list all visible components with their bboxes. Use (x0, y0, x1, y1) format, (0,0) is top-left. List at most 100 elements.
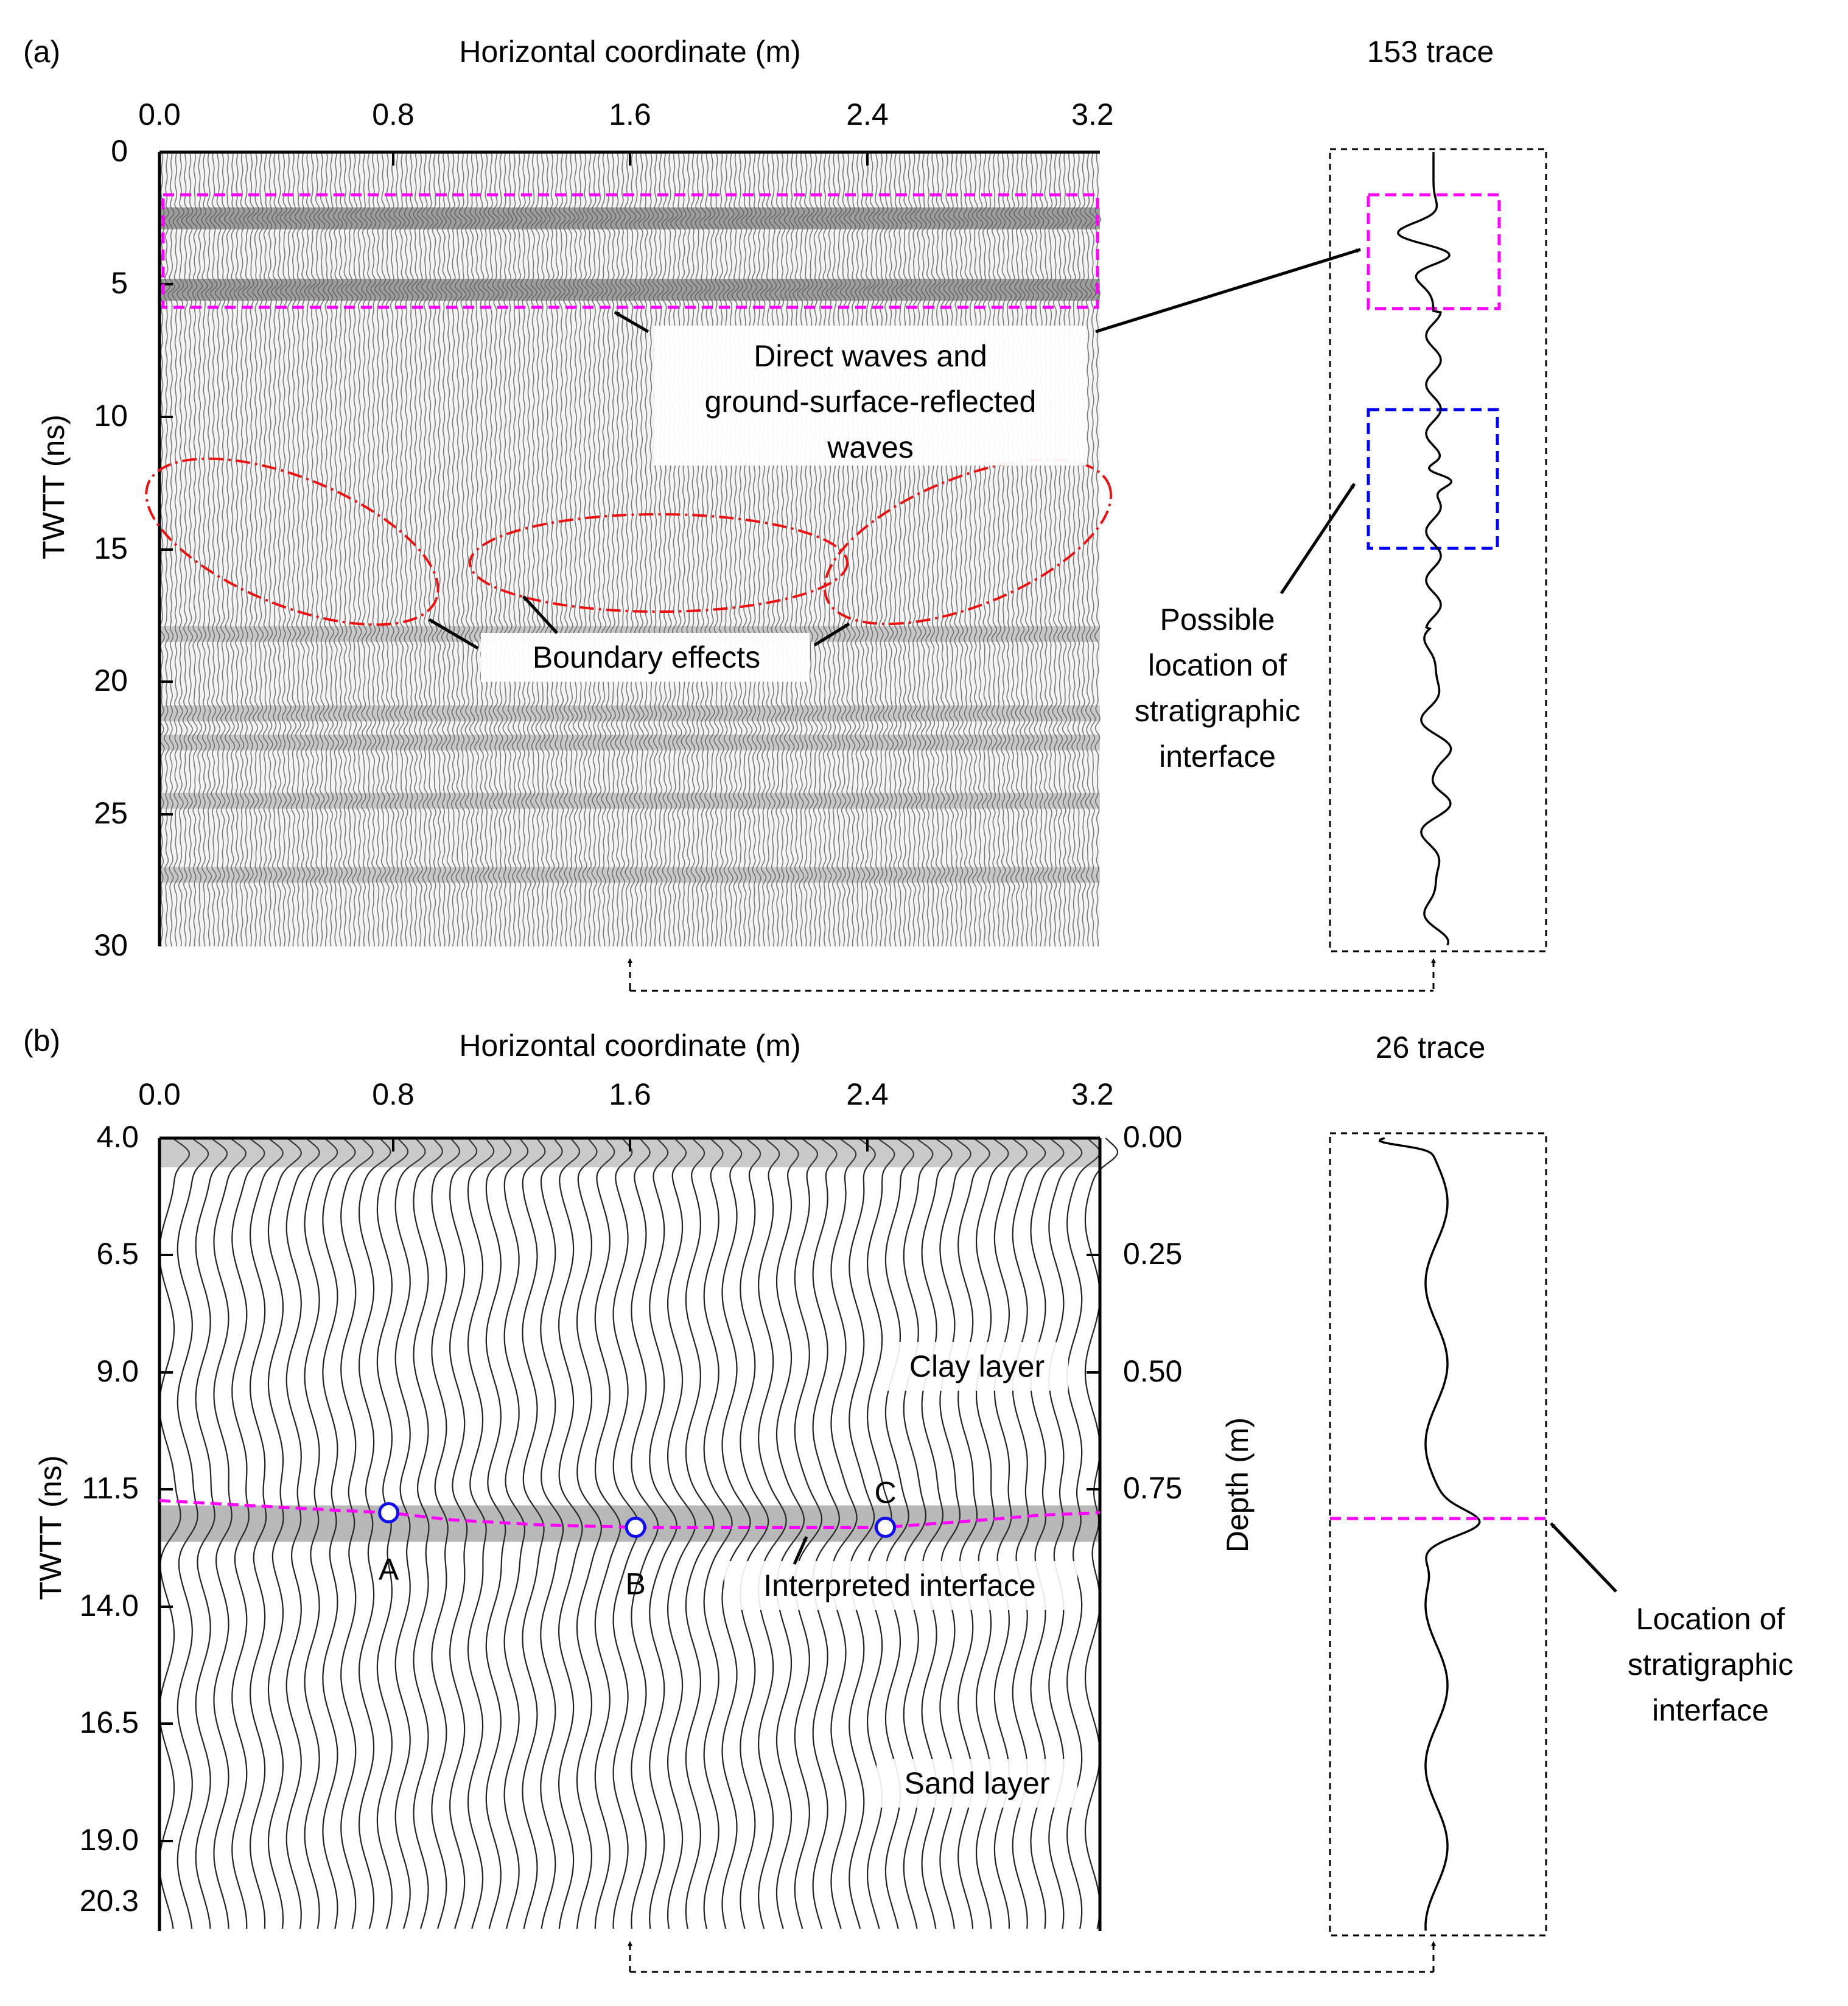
trace-b-wiggle (540, 1138, 564, 1929)
panel-b-y-tick: 20.3 (80, 1884, 139, 1918)
trace-b-wiggle (667, 1138, 696, 1929)
direct-waves-label-line2: ground-surface-reflected (705, 385, 1037, 419)
sand-layer-label: Sand layer (904, 1766, 1049, 1800)
clay-label-bg (886, 1342, 1068, 1391)
trace-b-wiggle (359, 1138, 391, 1929)
panel-a-plot-area (158, 152, 1102, 947)
panel-b-x-tick: 0.8 (372, 1077, 415, 1111)
possible-label-line2: location of (1148, 648, 1287, 682)
panel-a-y-axis-title: TWTT (ns) (37, 414, 71, 559)
trace-26-waveform (1378, 1137, 1481, 1931)
boundary-ellipse-left (145, 457, 439, 626)
possible-label-line3: stratigraphic (1135, 694, 1300, 728)
boundary-effects-label: Boundary effects (533, 640, 760, 674)
arrow-boundary-right (813, 622, 850, 647)
panel-a-x-tick: 0.8 (372, 97, 415, 131)
panel-b-depth-tick: 0.25 (1123, 1237, 1182, 1271)
panel-b: (b) Horizontal coordinate (m) 26 trace 0… (23, 1024, 1793, 1973)
panel-a-x-axis-title: Horizontal coordinate (m) (459, 35, 800, 69)
interface-point-A (378, 1502, 400, 1524)
panel-a-y-tick: 10 (94, 399, 128, 433)
panel-a-direct-wave-box (161, 193, 1099, 309)
panel-a-arrows (428, 248, 1361, 650)
arrow-direct-waves (614, 310, 649, 334)
panel-b-depth-tick: 0.50 (1123, 1354, 1182, 1388)
reflector-band (159, 705, 1100, 722)
reflector-band (159, 792, 1100, 809)
panel-b-label: (b) (23, 1024, 60, 1058)
panel-a-x-tick: 2.4 (846, 97, 889, 131)
panel-b-y-tick: 9.0 (96, 1354, 139, 1388)
panel-b-x-tick: 0.0 (138, 1077, 181, 1111)
trace-b-wiggle (522, 1138, 546, 1929)
panel-a-connector (629, 986, 1433, 992)
trace-b-wiggle (775, 1138, 805, 1929)
panel-b-x-tick: 1.6 (609, 1077, 651, 1111)
reflector-band (159, 735, 1100, 751)
trace-b-wiggle (558, 1138, 583, 1929)
trace-b-wiggle (195, 1138, 228, 1929)
panel-b-depth-axis-title: Depth (m) (1220, 1417, 1255, 1553)
panel-a-y-tick: 20 (94, 663, 128, 697)
direct-waves-label-line3: waves (827, 430, 914, 464)
boundary-ellipse-right (823, 458, 1113, 626)
panel-a-wiggle-traces (158, 152, 1102, 947)
panel-b-trace-box (1329, 1132, 1547, 1937)
panel-b-x-tick: 2.4 (846, 1077, 889, 1111)
trace-b-wiggle (449, 1138, 478, 1929)
panel-b-trace-title: 26 trace (1376, 1030, 1486, 1064)
trace-b-wiggle (267, 1138, 303, 1929)
trace-b-wiggle (376, 1138, 409, 1929)
trace-b-wiggle (340, 1138, 374, 1929)
trace-b-wiggle (631, 1138, 659, 1929)
location-label-line2: stratigraphic (1628, 1648, 1793, 1682)
point-A-label: A (379, 1553, 399, 1587)
trace-b-wiggle (394, 1138, 426, 1929)
interface-points (378, 1502, 897, 1539)
panel-a-trace-title: 153 trace (1367, 35, 1494, 69)
trace-b-wiggle (213, 1138, 247, 1929)
panel-a-y-tick: 5 (111, 266, 128, 300)
clay-layer-label: Clay layer (909, 1349, 1045, 1383)
panel-b-x-tick: 3.2 (1071, 1077, 1114, 1111)
trace-b-wiggle (830, 1138, 858, 1929)
interpreted-interface-label: Interpreted interface (763, 1568, 1036, 1602)
trace-b-wiggle (812, 1138, 840, 1929)
reflector-band (159, 279, 1100, 301)
panel-b-y-tick: 4.0 (96, 1120, 139, 1154)
trace-a-blue-box (1367, 408, 1499, 550)
trace-b-wiggle (431, 1138, 461, 1929)
panel-b-y-axis-title: TWTT (ns) (33, 1455, 68, 1600)
trace-b-wiggle (721, 1138, 751, 1929)
trace-b-wiggle (304, 1138, 338, 1929)
panel-a-y-tick: 15 (94, 531, 128, 565)
possible-label-line4: interface (1159, 739, 1276, 774)
panel-a-label: (a) (23, 35, 60, 69)
arrow-boundary-center (522, 595, 558, 634)
possible-label-line1: Possible (1160, 603, 1275, 637)
direct-waves-label-line1: Direct waves and (754, 339, 987, 373)
direct-waves-label-bg (654, 326, 1087, 466)
point-B-label: B (625, 1567, 645, 1601)
trace-b-wiggle (467, 1138, 495, 1929)
trace-153-waveform (1396, 152, 1453, 946)
trace-b-wiggle (849, 1138, 876, 1929)
arrow-possible-interface (1279, 483, 1356, 595)
panel-b-depth-tick: 0.00 (1123, 1120, 1182, 1154)
panel-b-y-tick: 11.5 (82, 1471, 139, 1505)
panel-a-y-tick: 25 (94, 796, 128, 830)
panel-a-trace-box (1329, 148, 1547, 952)
trace-b-wiggle (413, 1138, 443, 1929)
panel-b-y-tick: 16.5 (80, 1705, 139, 1739)
panel-a-x-tick: 3.2 (1071, 97, 1114, 131)
interface-label-bg (724, 1561, 1077, 1610)
arrow-to-trace-magenta (1095, 248, 1361, 334)
arrow-interface (793, 1536, 808, 1565)
panel-a-x-tick: 0.0 (138, 97, 181, 131)
trace-b-wiggle (703, 1138, 733, 1929)
sand-label-bg (877, 1759, 1077, 1808)
interface-point-C (875, 1517, 897, 1539)
interface-point-B (625, 1517, 646, 1539)
arrow-location (1550, 1522, 1617, 1593)
location-label-line3: interface (1652, 1693, 1769, 1727)
